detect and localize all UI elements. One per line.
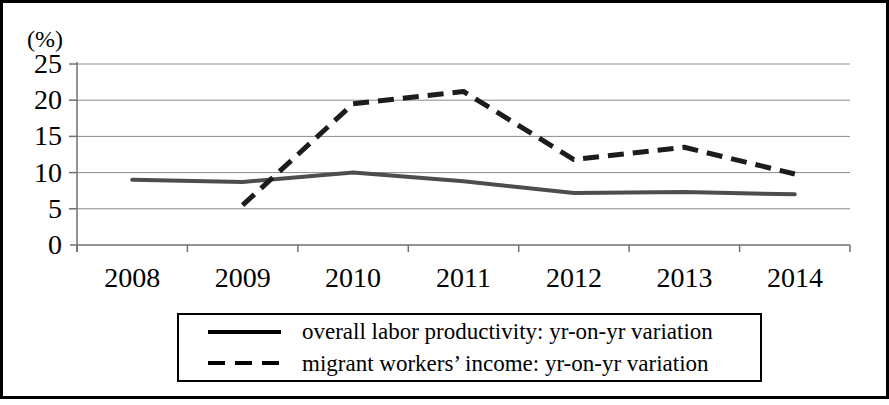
y-tick-label-0: 0 xyxy=(48,229,62,260)
y-tick-label-15: 15 xyxy=(34,120,62,151)
x-tick-label-2012: 2012 xyxy=(546,262,602,293)
plot-area: (%) 25 20 15 10 5 0 2008 2009 2010 2011 … xyxy=(0,0,889,300)
x-tick-label-2011: 2011 xyxy=(436,262,491,293)
legend-dashed-line-swatch xyxy=(208,361,281,365)
x-axis-ticks xyxy=(77,245,850,252)
y-axis-tick-labels: 25 20 15 10 5 0 xyxy=(34,48,62,260)
x-tick-label-2014: 2014 xyxy=(767,262,823,293)
x-tick-label-2010: 2010 xyxy=(325,262,381,293)
y-tick-label-20: 20 xyxy=(34,84,62,115)
legend-label: migrant workers’ income: yr-on-yr variat… xyxy=(302,350,709,378)
y-tick-label-25: 25 xyxy=(34,48,62,79)
legend-label: overall labor productivity: yr-on-yr var… xyxy=(302,318,713,346)
series-line-overall-labor-productivity xyxy=(132,173,795,195)
y-tick-label-5: 5 xyxy=(48,193,62,224)
gridlines xyxy=(77,64,850,209)
chart-figure: (%) 25 20 15 10 5 0 2008 2009 2010 2011 … xyxy=(0,0,889,405)
legend: overall labor productivity: yr-on-yr var… xyxy=(177,313,762,382)
legend-item: overall labor productivity: yr-on-yr var… xyxy=(208,317,760,347)
x-tick-label-2013: 2013 xyxy=(656,262,712,293)
x-axis-tick-labels: 2008 2009 2010 2011 2012 2013 2014 xyxy=(104,262,823,293)
y-tick-label-10: 10 xyxy=(34,157,62,188)
x-tick-label-2009: 2009 xyxy=(215,262,271,293)
legend-solid-line-swatch xyxy=(208,330,281,334)
x-tick-label-2008: 2008 xyxy=(104,262,160,293)
y-axis-ticks xyxy=(69,64,77,209)
legend-item: migrant workers’ income: yr-on-yr variat… xyxy=(208,348,760,378)
